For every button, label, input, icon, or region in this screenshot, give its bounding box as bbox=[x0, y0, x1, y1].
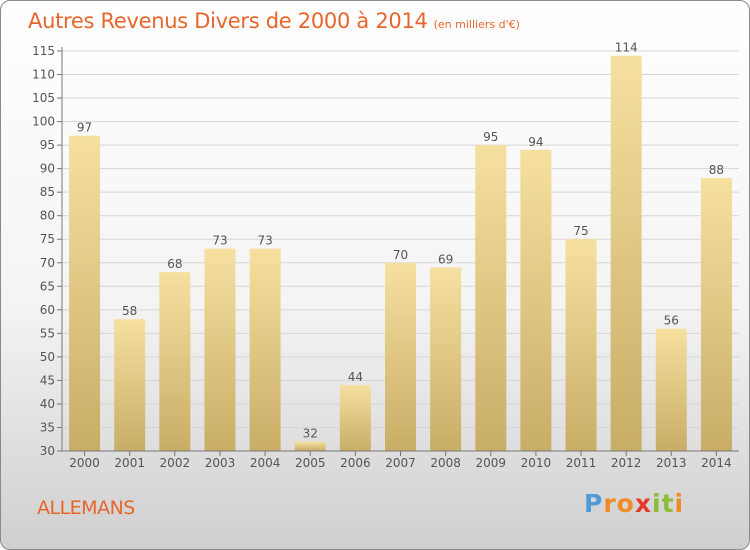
bar-value-label: 114 bbox=[615, 41, 638, 55]
bar bbox=[700, 178, 732, 451]
x-tick-label: 2011 bbox=[566, 456, 597, 470]
bar bbox=[385, 262, 416, 451]
logo-letter: t bbox=[661, 489, 675, 518]
logo-letter: r bbox=[603, 489, 617, 518]
y-tick-label: 85 bbox=[40, 185, 55, 199]
y-tick-label: 95 bbox=[40, 138, 55, 152]
logo-letter: i bbox=[674, 489, 685, 518]
x-tick-label: 2005 bbox=[295, 456, 326, 470]
bar-value-label: 94 bbox=[528, 135, 543, 149]
chart-title-text: Autres Revenus Divers de 2000 à 2014 bbox=[28, 9, 428, 33]
bar-value-label: 68 bbox=[167, 257, 182, 271]
chart-title: Autres Revenus Divers de 2000 à 2014 (en … bbox=[28, 9, 520, 33]
bar bbox=[294, 441, 326, 451]
x-tick-label: 2010 bbox=[521, 456, 552, 470]
y-tick-label: 55 bbox=[40, 326, 55, 340]
y-tick-label: 70 bbox=[40, 256, 55, 270]
x-tick-label: 2006 bbox=[340, 456, 371, 470]
x-tick-label: 2008 bbox=[430, 456, 461, 470]
bar-value-label: 73 bbox=[212, 234, 227, 248]
bar bbox=[159, 272, 191, 451]
x-tick-label: 2002 bbox=[160, 456, 191, 470]
y-tick-label: 80 bbox=[40, 209, 55, 223]
bar bbox=[69, 135, 101, 452]
bar-value-label: 44 bbox=[348, 370, 363, 384]
bar-value-label: 58 bbox=[122, 304, 137, 318]
bar bbox=[249, 248, 281, 451]
x-tick-label: 2004 bbox=[250, 456, 281, 470]
logo-letter: P bbox=[584, 489, 604, 518]
y-tick-label: 60 bbox=[40, 303, 55, 317]
labels: 30 35 40 45 50 55 60 65 70 75 80 85 90 95 100 105 110 115… bbox=[32, 41, 732, 470]
bar-value-label: 75 bbox=[573, 224, 588, 238]
proxiti-logo: Proxiti bbox=[584, 489, 684, 518]
bar-value-label: 97 bbox=[77, 121, 92, 135]
x-tick-label: 2000 bbox=[69, 456, 100, 470]
y-tick-label: 35 bbox=[40, 420, 55, 434]
x-tick-label: 2003 bbox=[205, 456, 236, 470]
y-tick-label: 50 bbox=[40, 350, 55, 364]
bar-value-label: 70 bbox=[393, 248, 408, 262]
bar bbox=[520, 149, 552, 451]
x-tick-label: 2013 bbox=[656, 456, 687, 470]
bar-value-label: 32 bbox=[303, 427, 318, 441]
x-tick-label: 2012 bbox=[611, 456, 642, 470]
y-tick-label: 65 bbox=[40, 279, 55, 293]
bar bbox=[610, 55, 642, 452]
y-tick-label: 105 bbox=[32, 91, 55, 105]
x-tick-label: 2001 bbox=[114, 456, 145, 470]
bar-value-label: 73 bbox=[257, 234, 272, 248]
y-tick-label: 100 bbox=[32, 115, 55, 129]
x-tick-label: 2009 bbox=[475, 456, 506, 470]
y-tick-label: 75 bbox=[40, 232, 55, 246]
bar-value-label: 69 bbox=[438, 252, 453, 266]
logo-letter: x bbox=[634, 489, 652, 518]
axes bbox=[57, 47, 739, 456]
y-tick-label: 90 bbox=[40, 162, 55, 176]
bar bbox=[114, 319, 146, 451]
y-tick-label: 115 bbox=[32, 44, 55, 58]
chart-unit: (en milliers d'€) bbox=[433, 18, 520, 31]
y-tick-label: 30 bbox=[40, 444, 55, 458]
bar bbox=[339, 385, 371, 451]
commune-name: ALLEMANS bbox=[37, 497, 135, 519]
logo-letter: o bbox=[616, 489, 635, 518]
bar bbox=[475, 145, 507, 451]
bar-value-label: 95 bbox=[483, 130, 498, 144]
y-tick-label: 110 bbox=[32, 68, 55, 82]
bars bbox=[69, 55, 732, 452]
bar bbox=[430, 267, 462, 451]
x-tick-label: 2014 bbox=[701, 456, 732, 470]
bar-value-label: 88 bbox=[709, 163, 724, 177]
bar-value-label: 56 bbox=[664, 314, 679, 328]
logo-letter: i bbox=[652, 489, 662, 518]
bar bbox=[204, 248, 236, 451]
bar bbox=[655, 328, 687, 451]
x-tick-label: 2007 bbox=[385, 456, 416, 470]
bar bbox=[565, 239, 597, 451]
y-tick-label: 45 bbox=[40, 373, 55, 387]
y-tick-label: 40 bbox=[40, 397, 55, 411]
